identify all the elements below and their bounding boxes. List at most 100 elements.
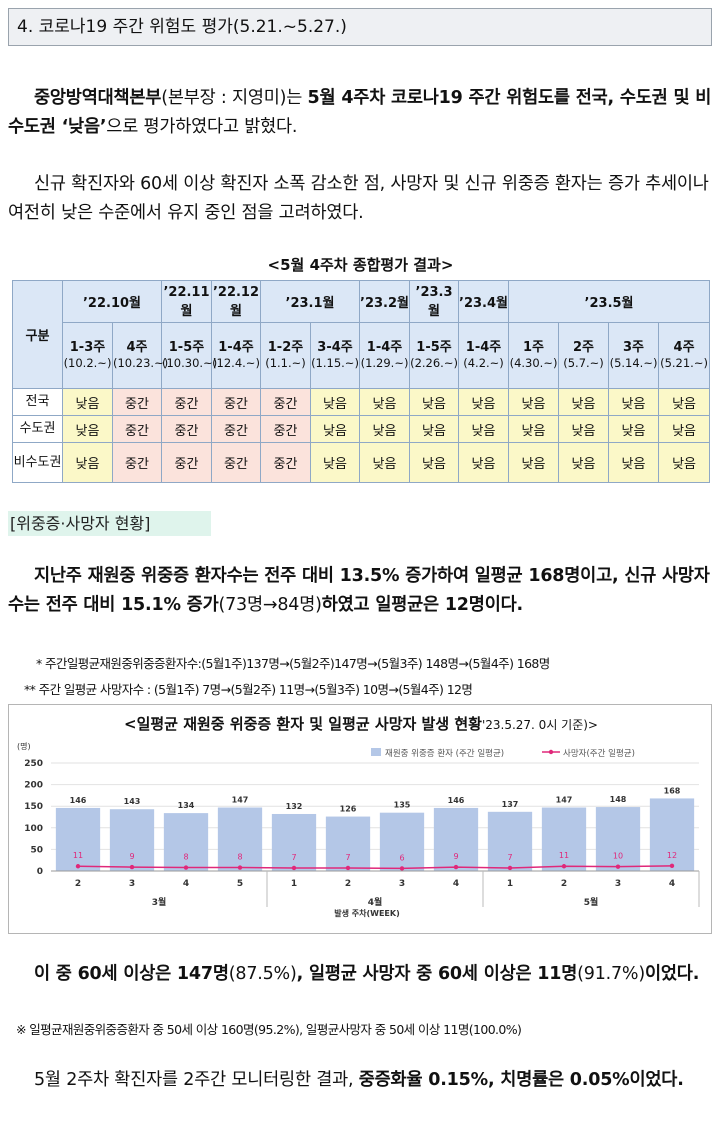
week-header: 4주 (10.23.~) <box>112 322 168 389</box>
y-tick-label: 150 <box>24 802 43 812</box>
table-title: <5월 4주차 종합평가 결과> <box>267 256 454 274</box>
x-tick-label: 3 <box>399 879 405 889</box>
month-label: 5월 <box>584 896 599 908</box>
deaths-value-label: 8 <box>237 853 242 862</box>
note-deaths-weekly: ** 주간 일평균 사망자수 : (5월1주) 7명→(5월2주) 11명→(5… <box>24 682 473 697</box>
deaths-line <box>77 865 673 870</box>
deaths-point <box>669 863 675 869</box>
bar-severe <box>649 798 695 871</box>
month-header: ’23.1월 <box>259 280 361 323</box>
region-label: 수도권 <box>12 415 63 443</box>
week-header: 3주 (5.14.~) <box>608 322 660 389</box>
deaths-value-label: 8 <box>183 853 188 862</box>
bar-severe <box>325 816 371 871</box>
section-title: 4. 코로나19 주간 위험도 평가(5.21.~5.27.) <box>8 8 712 46</box>
risk-cell: 중간 <box>211 388 261 416</box>
table-corner: 구분 <box>12 280 63 389</box>
week-header: 2주 (5.7.~) <box>558 322 610 389</box>
risk-cell: 낮음 <box>409 415 460 443</box>
deaths-value-label: 11 <box>559 851 569 860</box>
week-header: 1-5주 (10.30.~) <box>161 322 217 389</box>
month-label: 3월 <box>152 896 167 908</box>
bar-severe <box>163 813 209 871</box>
risk-cell: 낮음 <box>458 388 510 416</box>
bar-value-label: 143 <box>124 797 141 806</box>
bar-severe <box>109 809 155 871</box>
org-name: 중앙방역대책본부 <box>34 88 162 108</box>
paragraph-over-60: 이 중 60세 이상은 147명(87.5%), 일평균 사망자 중 60세 이… <box>34 964 700 984</box>
x-tick-label: 2 <box>75 879 81 889</box>
x-tick-label: 3 <box>129 879 135 889</box>
risk-cell: 낮음 <box>309 388 361 416</box>
month-header: ’22.10월 <box>62 280 162 323</box>
bar-severe <box>55 807 101 871</box>
legend-label-deaths: 사망자(주간 일평균) <box>563 748 635 759</box>
paragraph-severe-deaths: 지난주 재원중 위중증 환자수는 전주 대비 13.5% 증가하여 일평균 16… <box>8 566 710 615</box>
risk-cell: 낮음 <box>558 388 610 416</box>
bar-value-label: 135 <box>394 801 411 810</box>
risk-cell: 중간 <box>260 415 311 443</box>
x-tick-label: 4 <box>453 879 459 889</box>
risk-cell: 낮음 <box>558 415 610 443</box>
risk-cell: 낮음 <box>608 388 660 416</box>
risk-cell: 낮음 <box>409 388 460 416</box>
deaths-point <box>129 864 135 870</box>
risk-summary: 5월 4주차 코로나19 주간 위험도를 전국, 수도권 및 비수도권 ‘낮음’ <box>8 88 712 137</box>
y-axis-label: (명) <box>17 741 31 751</box>
bar-severe <box>541 807 587 871</box>
bar-severe <box>433 807 479 871</box>
week-header: 1-4주 (4.2.~) <box>458 322 510 389</box>
week-header: 3-4주 (1.15.~) <box>309 322 361 389</box>
deaths-value-label: 9 <box>129 852 134 861</box>
week-header: 1-3주 (10.2.~) <box>62 322 113 389</box>
org-chief: (본부장 : 지영미) <box>161 88 287 108</box>
deaths-point <box>507 865 513 871</box>
deaths-point <box>453 864 459 870</box>
risk-cell: 낮음 <box>309 415 361 443</box>
paragraph-reasoning: 신규 확진자와 60세 이상 확진자 소폭 감소한 점, 사망자 및 신규 위중… <box>8 174 709 223</box>
region-label: 전국 <box>12 388 63 416</box>
bar-value-label: 132 <box>286 802 303 811</box>
chart-title: <일평균 재원중 위중증 환자 및 일평균 사망자 발생 현황'23.5.27.… <box>124 715 598 733</box>
x-tick-label: 1 <box>507 879 513 889</box>
bar-value-label: 137 <box>502 800 519 809</box>
risk-cell: 낮음 <box>658 442 711 483</box>
deaths-value-label: 9 <box>453 852 458 861</box>
bar-value-label: 146 <box>448 796 465 805</box>
x-axis-label: 발생 주차(WEEK) <box>334 908 400 918</box>
month-header: ’22.12월 <box>211 280 261 323</box>
bar-value-label: 134 <box>178 801 195 810</box>
chart-container: <일평균 재원중 위중증 환자 및 일평균 사망자 발생 현황'23.5.27.… <box>8 704 712 934</box>
bar-severe <box>595 807 641 871</box>
month-header: ’23.5월 <box>508 280 711 323</box>
risk-cell: 낮음 <box>558 442 610 483</box>
week-header: 1-4주 (12.4.~) <box>211 322 261 389</box>
risk-cell: 중간 <box>112 415 162 443</box>
deaths-value-label: 10 <box>613 852 623 861</box>
bar-value-label: 148 <box>610 795 627 804</box>
x-tick-label: 1 <box>291 879 297 889</box>
x-tick-label: 2 <box>345 879 351 889</box>
bar-value-label: 126 <box>340 805 357 814</box>
risk-evaluation-table: 구분 ’22.10월 ’22.11월 ’22.12월 ’23.1월 ’23.2월… <box>12 280 711 483</box>
y-tick-label: 250 <box>24 759 43 769</box>
y-tick-label: 200 <box>24 781 43 791</box>
x-tick-label: 2 <box>561 879 567 889</box>
deaths-point <box>561 864 567 869</box>
deaths-point <box>237 865 243 870</box>
risk-cell: 낮음 <box>62 442 113 483</box>
table-row: 전국 낮음 중간 중간 중간 중간 낮음 낮음 낮음 낮음 낮음 낮음 낮음 낮음 <box>12 388 711 416</box>
bar-value-label: 147 <box>232 795 249 804</box>
risk-cell: 낮음 <box>62 388 113 416</box>
deaths-value-label: 6 <box>399 853 404 862</box>
risk-cell: 낮음 <box>508 442 560 483</box>
x-tick-label: 3 <box>615 879 621 889</box>
y-tick-label: 100 <box>24 824 43 834</box>
risk-cell: 낮음 <box>409 442 460 483</box>
risk-cell: 중간 <box>112 388 162 416</box>
risk-cell: 중간 <box>260 442 311 483</box>
risk-cell: 중간 <box>161 388 212 416</box>
risk-cell: 낮음 <box>359 388 411 416</box>
risk-cell: 낮음 <box>309 442 361 483</box>
